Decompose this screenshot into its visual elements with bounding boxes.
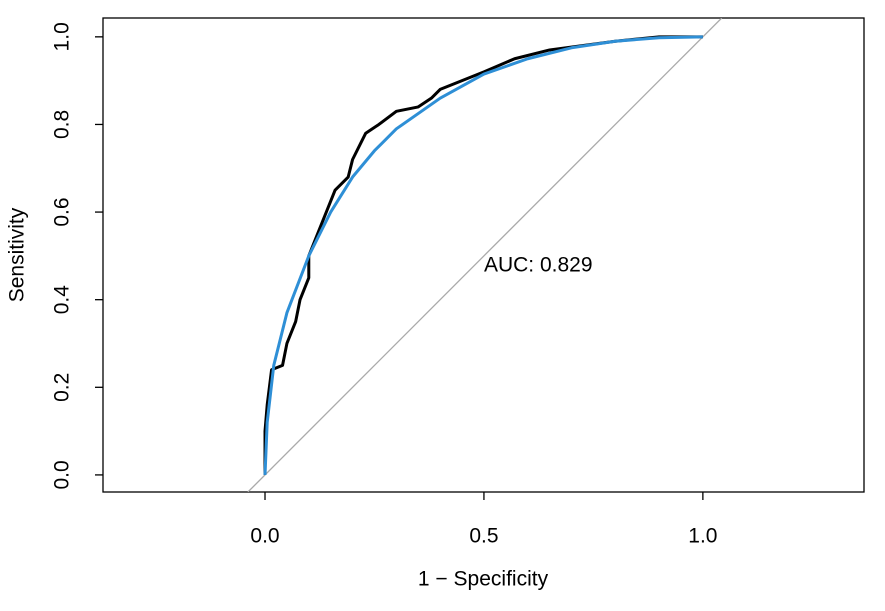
plot-area [247, 18, 723, 492]
y-tick-label: 0.8 [51, 110, 74, 139]
x-tick-label: 0.5 [469, 525, 498, 548]
roc-curve [263, 35, 703, 475]
x-axis-label: 1 − Specificity [418, 568, 549, 591]
auc-annotation: AUC: 0.829 [484, 254, 593, 277]
roc-curve [263, 35, 703, 475]
y-axis-label: Sensitivity [6, 207, 29, 302]
y-tick-label: 0.4 [51, 285, 74, 315]
y-tick-label: 1.0 [51, 22, 74, 51]
y-tick-label: 0.6 [51, 197, 74, 226]
x-tick-label: 0.0 [250, 525, 279, 548]
y-tick-label: 0.0 [51, 460, 74, 489]
reference-line [247, 18, 723, 492]
y-tick-label: 0.2 [51, 373, 74, 402]
x-tick-label: 1.0 [688, 525, 717, 548]
